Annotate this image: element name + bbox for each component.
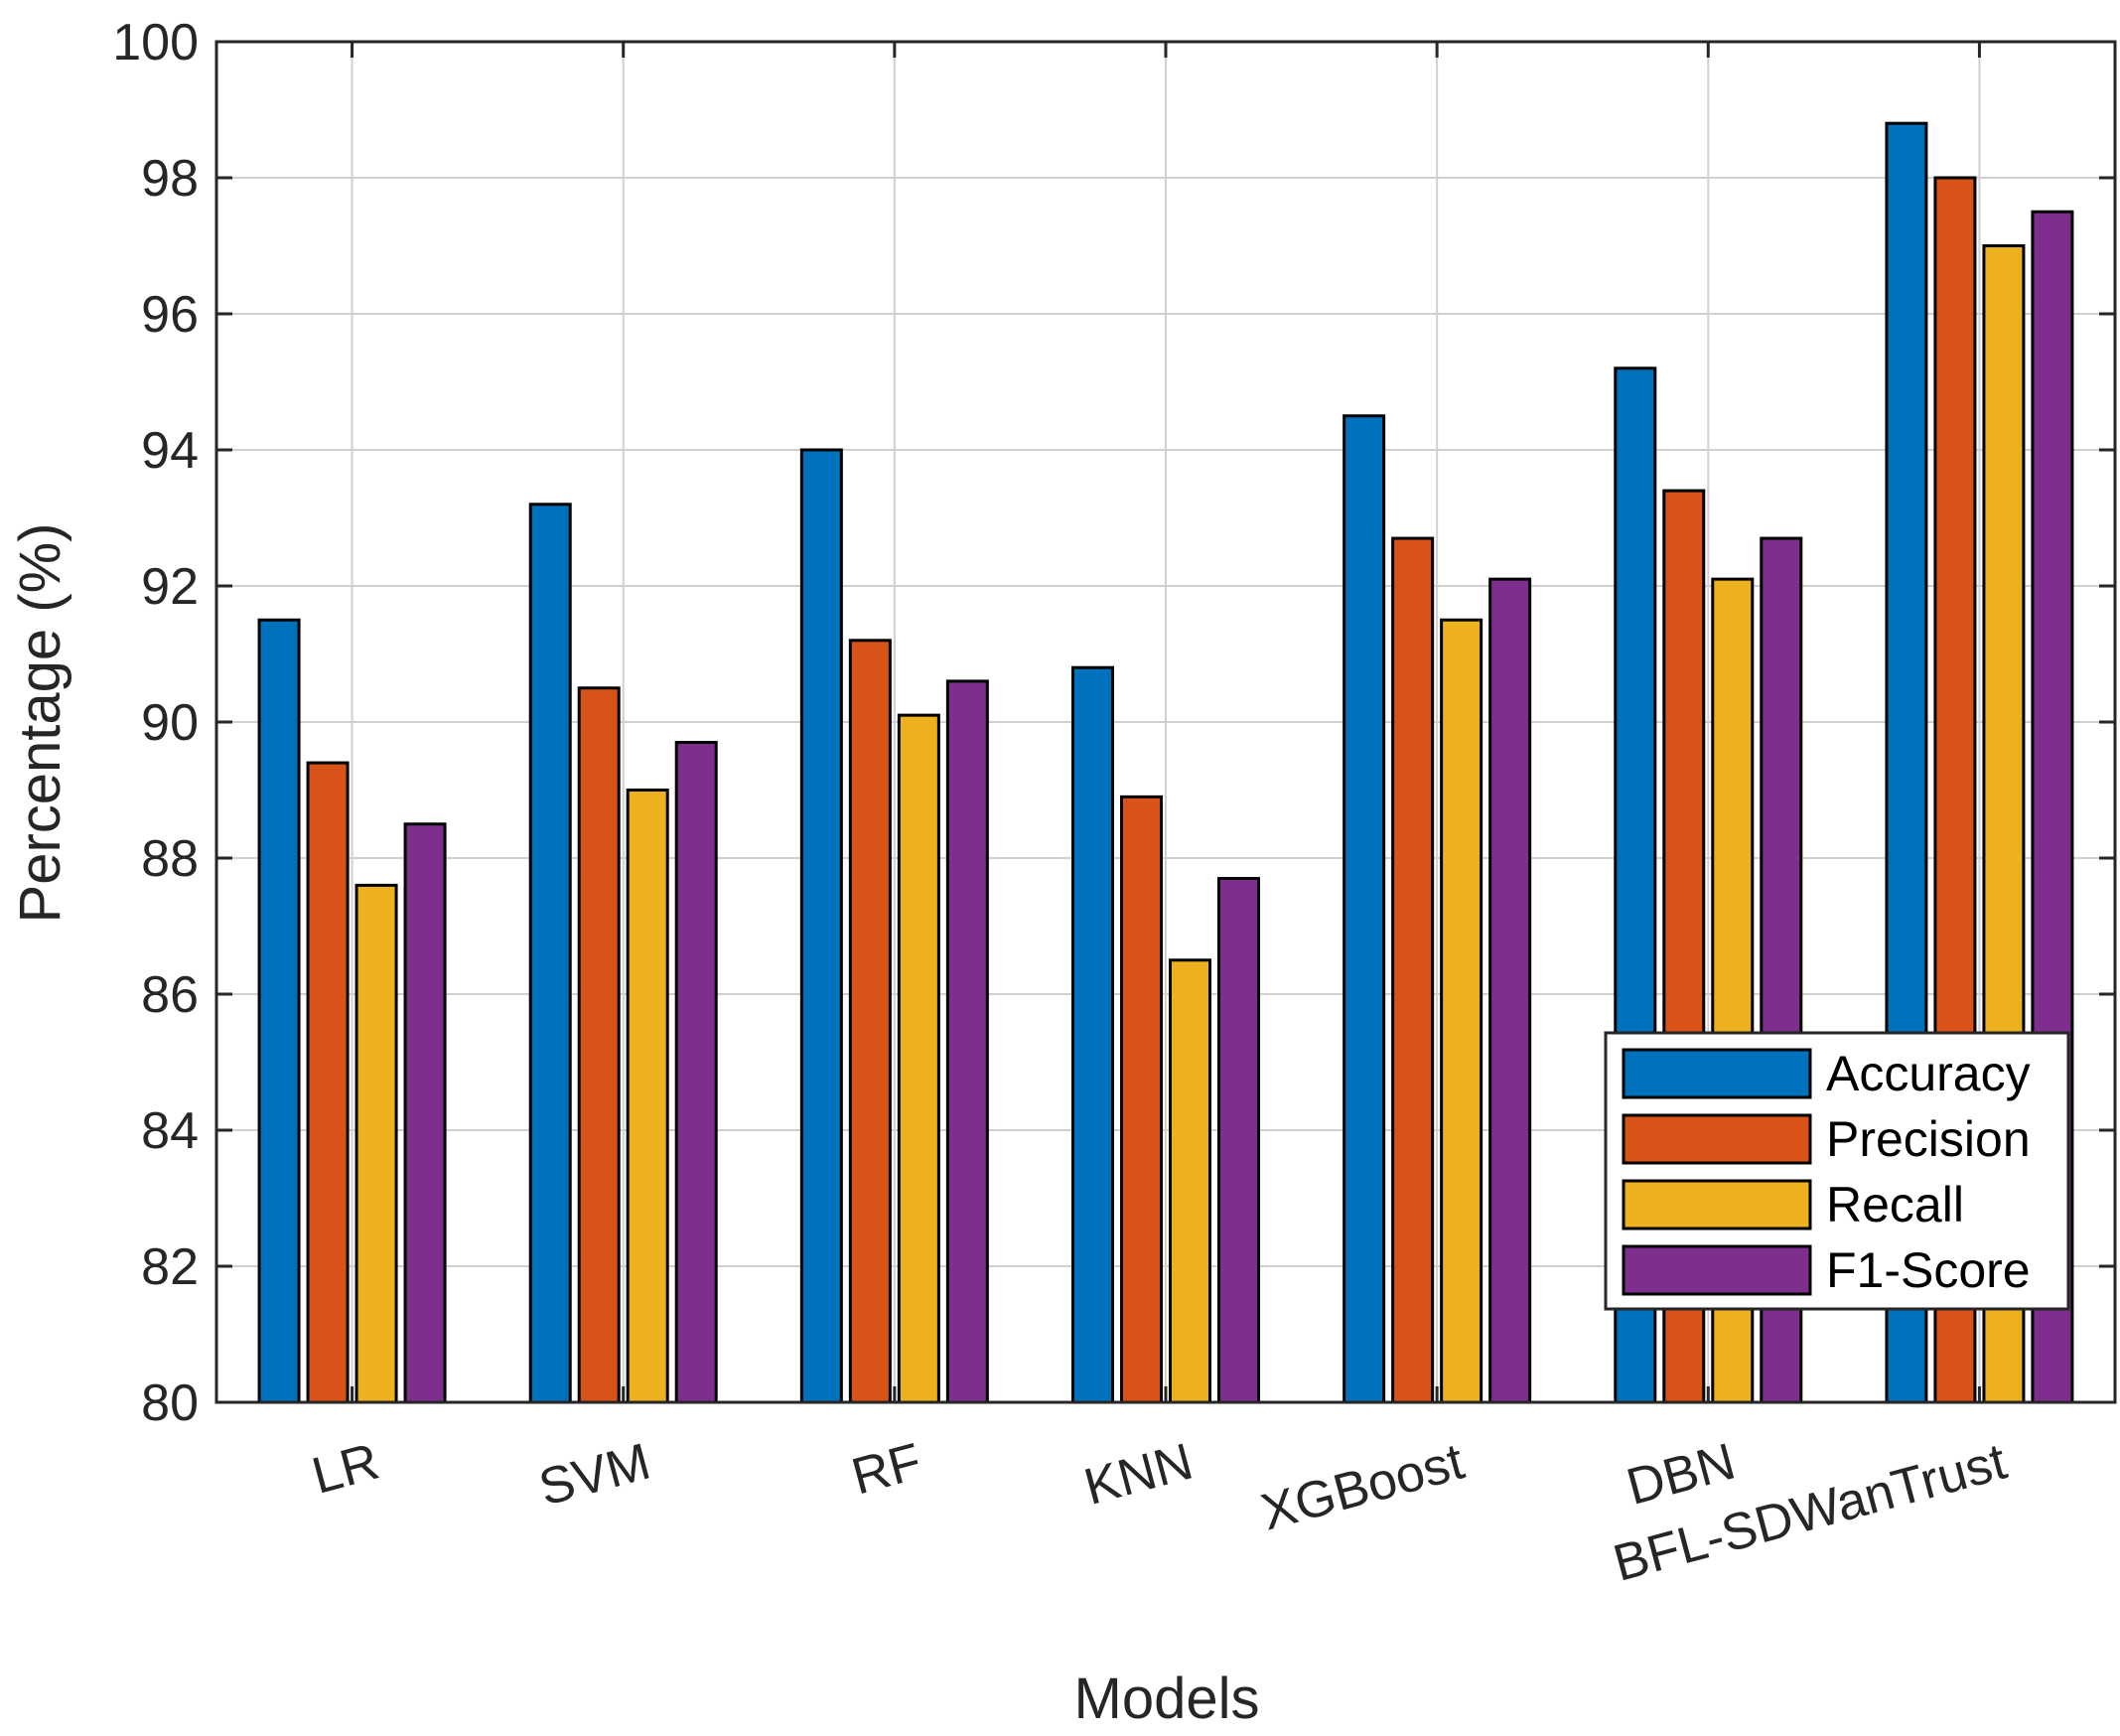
y-tick-label: 88 bbox=[141, 830, 199, 888]
legend-label-recall: Recall bbox=[1826, 1177, 1964, 1232]
bar-f1-score-lr bbox=[403, 822, 447, 1404]
y-tick-label: 86 bbox=[141, 966, 199, 1024]
y-tick-label: 82 bbox=[141, 1238, 199, 1296]
x-tick-label: DBN bbox=[1621, 1433, 1741, 1517]
bar-recall-xgboost bbox=[1440, 618, 1484, 1404]
y-tick-label: 94 bbox=[141, 422, 199, 480]
y-tick-label: 90 bbox=[141, 694, 199, 752]
bar-accuracy-knn bbox=[1071, 665, 1114, 1404]
bar-recall-knn bbox=[1169, 958, 1211, 1404]
x-tick-label: SVM bbox=[533, 1433, 656, 1518]
bar-precision-xgboost bbox=[1391, 536, 1435, 1404]
x-axis-label: Models bbox=[1074, 1666, 1260, 1731]
x-tick-label: KNN bbox=[1078, 1433, 1199, 1517]
bar-recall-lr bbox=[354, 883, 398, 1404]
bar-recall-rf bbox=[897, 713, 940, 1404]
bar-precision-knn bbox=[1120, 795, 1163, 1404]
x-tick-label: XGBoost bbox=[1255, 1432, 1471, 1541]
legend-label-precision: Precision bbox=[1826, 1111, 2031, 1167]
x-tick-label: RF bbox=[846, 1433, 927, 1507]
y-tick-label: 98 bbox=[141, 150, 199, 208]
legend-label-f1-score: F1-Score bbox=[1826, 1242, 2031, 1298]
bar-precision-rf bbox=[848, 639, 892, 1404]
legend: Accuracy Precision Recall F1-Score bbox=[1604, 1031, 2070, 1311]
bar-accuracy-xgboost bbox=[1343, 414, 1386, 1404]
bar-accuracy-rf bbox=[799, 448, 843, 1404]
bar-accuracy-lr bbox=[257, 618, 301, 1404]
y-tick-label: 84 bbox=[141, 1102, 199, 1160]
y-axis-label: Percentage (%) bbox=[8, 523, 72, 924]
bar-recall-svm bbox=[626, 789, 669, 1404]
y-tick-label: 80 bbox=[141, 1374, 199, 1432]
legend-swatch-f1-score bbox=[1622, 1244, 1812, 1296]
legend-swatch-precision bbox=[1622, 1113, 1812, 1165]
x-tick-label: LR bbox=[306, 1433, 384, 1506]
plot-frame bbox=[214, 40, 2117, 1404]
bar-f1-score-knn bbox=[1217, 877, 1260, 1404]
axes bbox=[214, 40, 2117, 1404]
legend-label-accuracy: Accuracy bbox=[1826, 1046, 2031, 1101]
bar-f1-score-xgboost bbox=[1488, 577, 1532, 1404]
legend-swatch-recall bbox=[1622, 1179, 1812, 1230]
legend-swatch-accuracy bbox=[1622, 1048, 1812, 1099]
bar-f1-score-svm bbox=[674, 741, 718, 1404]
bar-precision-lr bbox=[306, 761, 350, 1404]
y-tick-label: 100 bbox=[112, 14, 199, 72]
y-tick-label: 92 bbox=[141, 558, 199, 616]
bar-precision-svm bbox=[577, 686, 621, 1404]
bar-accuracy-svm bbox=[528, 503, 572, 1404]
y-tick-label: 96 bbox=[141, 286, 199, 344]
bar-f1-score-rf bbox=[945, 679, 989, 1404]
